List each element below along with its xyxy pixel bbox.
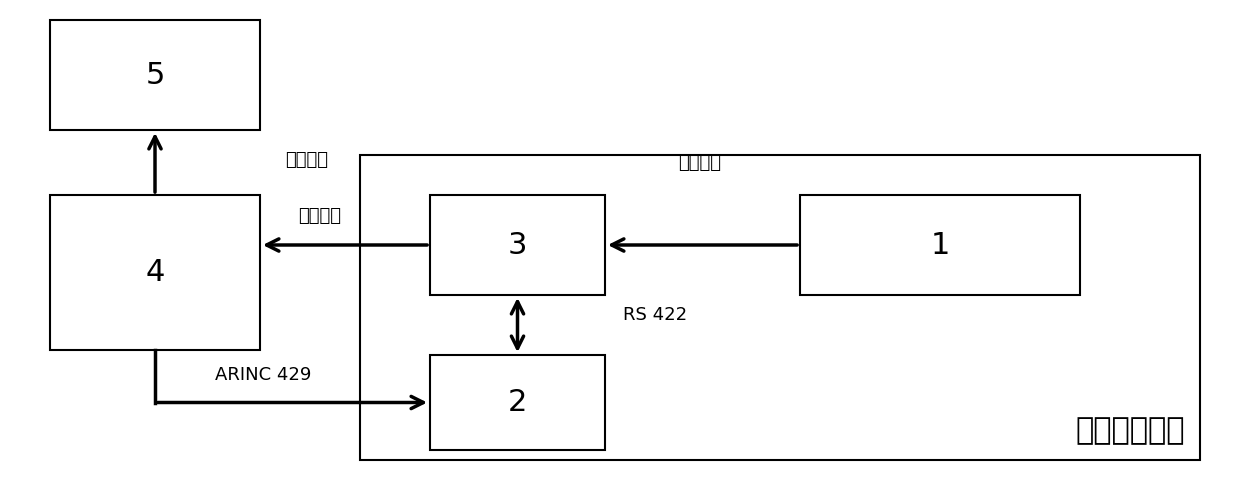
Text: 4: 4	[145, 258, 165, 287]
Text: RS 422: RS 422	[622, 306, 687, 324]
Text: 前视红外设备: 前视红外设备	[1075, 416, 1185, 445]
Bar	[430, 195, 605, 295]
Text: 视频信号: 视频信号	[678, 154, 722, 172]
Text: 5: 5	[145, 60, 165, 90]
Text: 视频信号: 视频信号	[299, 207, 341, 225]
Text: 3: 3	[507, 230, 527, 259]
Text: 视频信号: 视频信号	[285, 151, 329, 169]
Bar	[50, 20, 260, 130]
Bar	[800, 195, 1080, 295]
Text: ARINC 429: ARINC 429	[215, 366, 311, 384]
Bar	[360, 155, 1200, 460]
Bar	[50, 195, 260, 350]
Text: 2: 2	[508, 388, 527, 417]
Text: 1: 1	[930, 230, 950, 259]
Bar	[430, 355, 605, 450]
